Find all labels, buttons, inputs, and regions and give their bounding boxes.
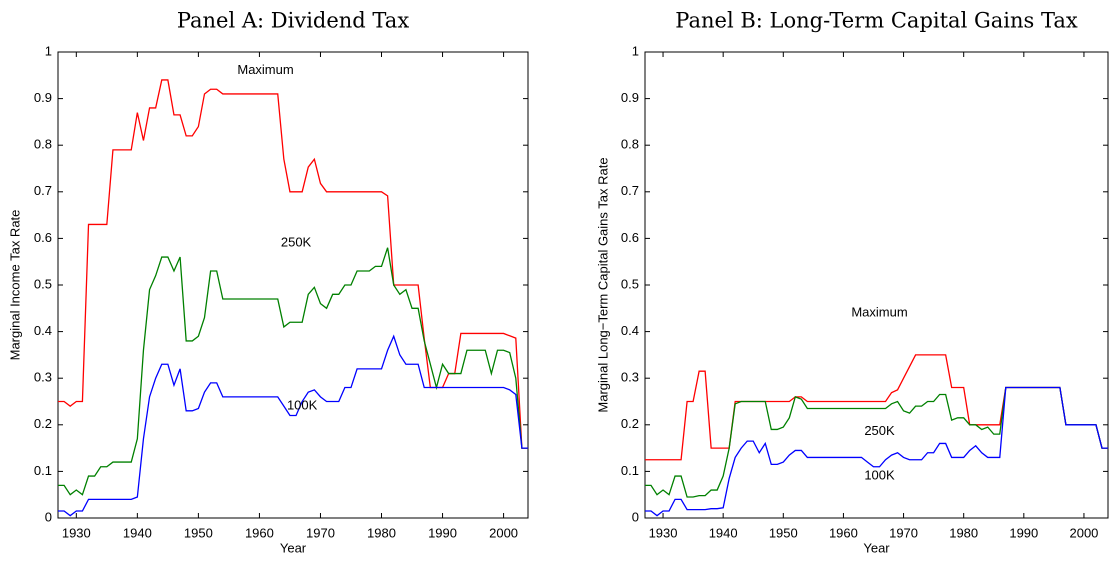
- y-tick-label: 0: [45, 509, 52, 524]
- y-tick-label: 0.5: [34, 276, 52, 291]
- series-label: 250K: [864, 423, 895, 438]
- series-label: 100K: [287, 398, 318, 413]
- y-tick-label: 0.3: [34, 370, 52, 385]
- x-tick-label: 2000: [489, 525, 518, 540]
- x-tick-label: 2000: [1069, 525, 1098, 540]
- y-axis-label: Marginal Income Tax Rate: [7, 210, 22, 361]
- x-tick-label: 1950: [184, 525, 213, 540]
- x-tick-label: 1970: [306, 525, 335, 540]
- y-tick-label: 0.3: [621, 370, 639, 385]
- x-tick-label: 1980: [949, 525, 978, 540]
- panel-title: Panel B: Long-Term Capital Gains Tax: [675, 9, 1078, 33]
- x-tick-label: 1990: [1009, 525, 1038, 540]
- y-tick-label: 0: [632, 509, 639, 524]
- y-tick-label: 0.8: [34, 137, 52, 152]
- y-tick-label: 0.4: [621, 323, 639, 338]
- x-axis-label: Year: [863, 540, 890, 555]
- y-tick-label: 0.5: [621, 276, 639, 291]
- y-tick-label: 0.7: [34, 183, 52, 198]
- series-line: [645, 386, 1108, 517]
- series-line: [58, 247, 528, 496]
- x-tick-label: 1950: [769, 525, 798, 540]
- x-tick-label: 1990: [428, 525, 457, 540]
- y-axis-label: Marginal Long−Term Capital Gains Tax Rat…: [595, 157, 610, 412]
- y-tick-label: 0.4: [34, 323, 52, 338]
- y-tick-label: 0.7: [621, 183, 639, 198]
- plot-frame: [57, 51, 529, 519]
- y-tick-label: 0.2: [34, 416, 52, 431]
- y-tick-label: 0.1: [34, 463, 52, 478]
- series-label: Maximum: [237, 62, 293, 77]
- y-tick-label: 0.9: [621, 90, 639, 105]
- x-tick-label: 1970: [889, 525, 918, 540]
- y-tick-label: 0.8: [621, 137, 639, 152]
- series-label: 250K: [281, 234, 312, 249]
- y-tick-label: 0.1: [621, 463, 639, 478]
- panel-title: Panel A: Dividend Tax: [177, 9, 410, 33]
- x-tick-label: 1940: [123, 525, 152, 540]
- x-tick-label: 1930: [62, 525, 91, 540]
- x-tick-label: 1960: [245, 525, 274, 540]
- series-line: [58, 79, 528, 449]
- series-label: Maximum: [851, 304, 907, 319]
- x-tick-label: 1930: [649, 525, 678, 540]
- y-tick-label: 1: [632, 43, 639, 58]
- x-tick-label: 1940: [709, 525, 738, 540]
- y-tick-label: 0.2: [621, 416, 639, 431]
- y-tick-label: 0.9: [34, 90, 52, 105]
- x-axis-label: Year: [280, 540, 307, 555]
- y-tick-label: 0.6: [621, 230, 639, 245]
- y-tick-label: 1: [45, 43, 52, 58]
- y-tick-label: 0.6: [34, 230, 52, 245]
- series-line: [58, 334, 528, 517]
- x-tick-label: 1960: [829, 525, 858, 540]
- x-tick-label: 1980: [367, 525, 396, 540]
- series-label: 100K: [864, 467, 895, 482]
- series-line: [645, 354, 1108, 461]
